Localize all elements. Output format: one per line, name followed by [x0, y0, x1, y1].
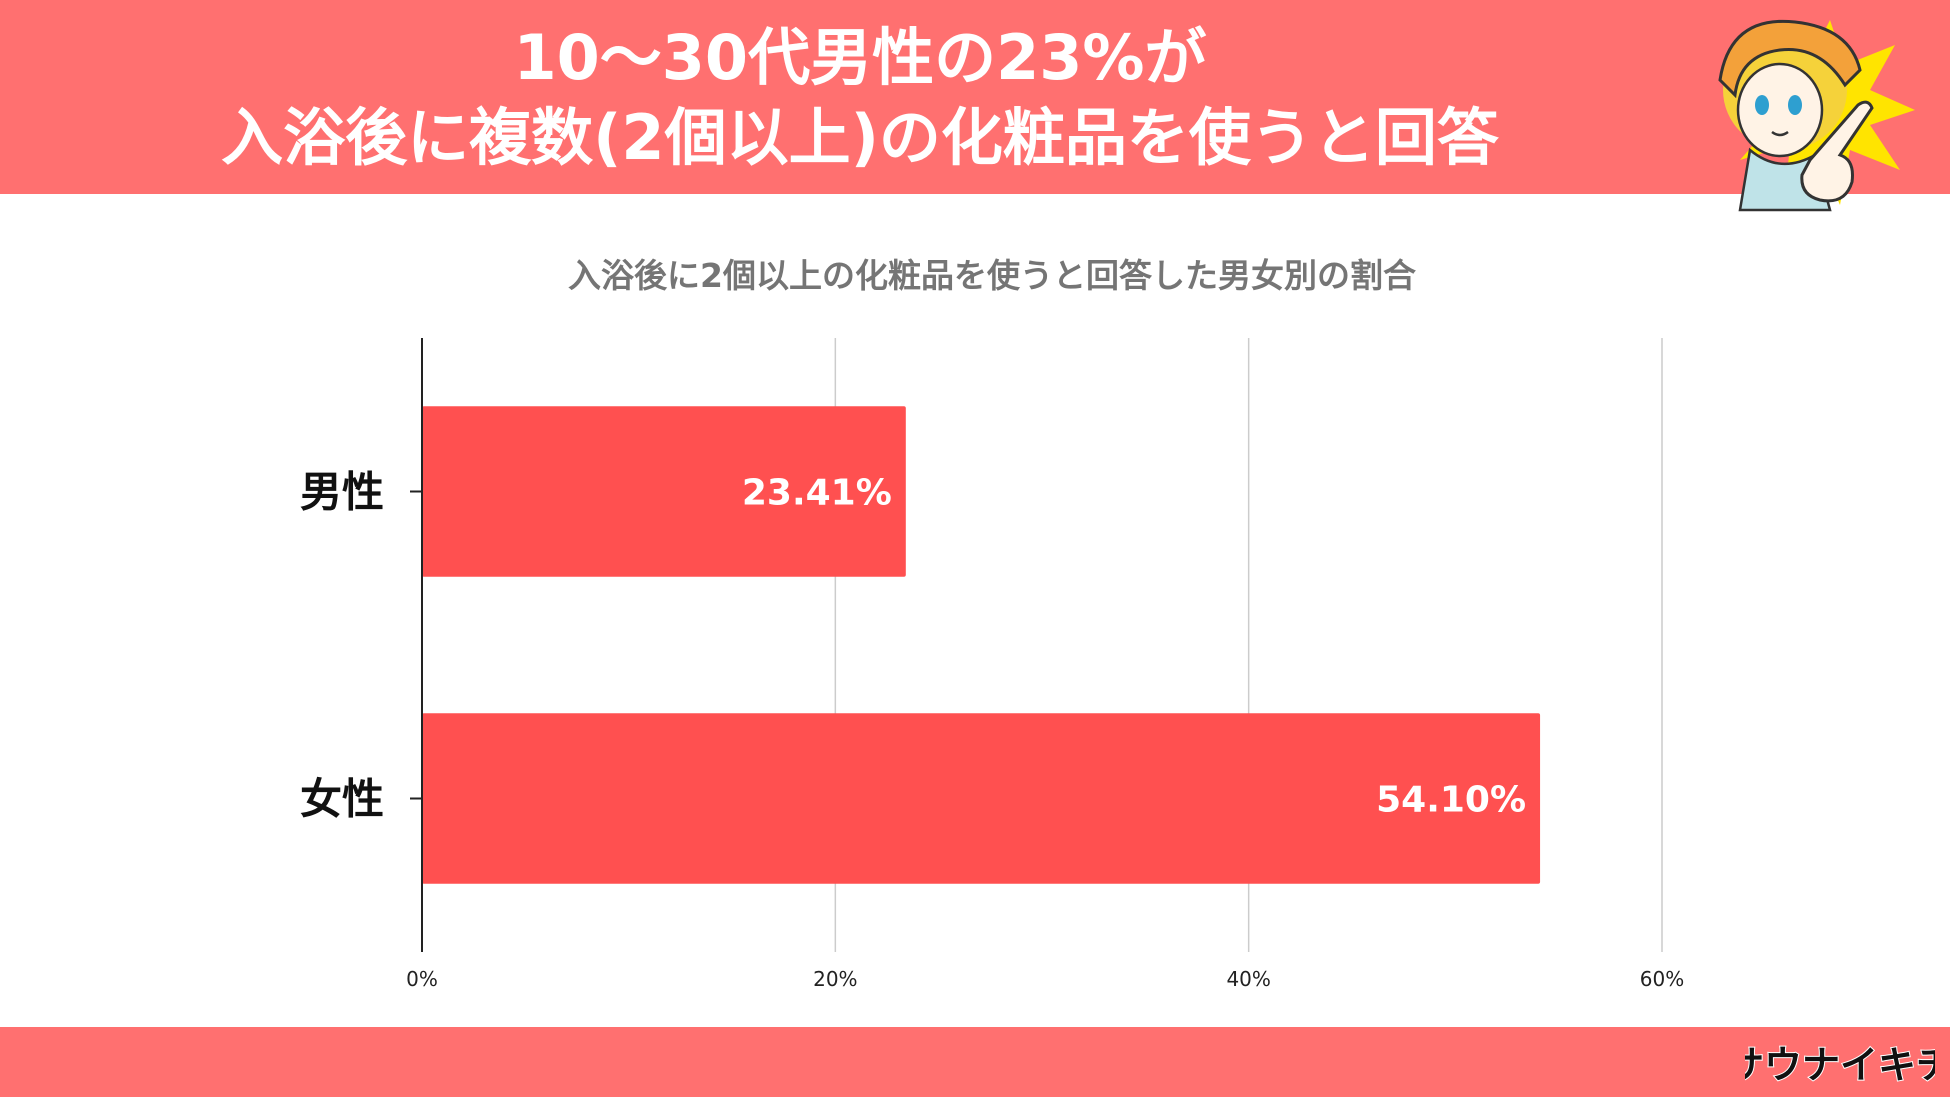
bar [422, 713, 1541, 884]
bar-chart: 入浴後に2個以上の化粧品を使うと回答した男女別の割合 23.41%54.10% … [300, 256, 1684, 991]
eye-left [1755, 95, 1769, 115]
category-label: 男性 [300, 468, 384, 517]
headline: 10～30代男性の23%が 入浴後に複数(2個以上)の化粧品を使うと回答 [200, 18, 1520, 178]
x-axis-ticks: 0% 20% 40% 60% [406, 967, 1684, 991]
hand-shape [1800, 100, 1874, 203]
brand-logo: サウナイキチ [1745, 1042, 1935, 1088]
x-tick-label: 60% [1640, 967, 1684, 991]
bar-value-labels: 23.41% 54.10% [742, 473, 1526, 821]
x-tick-label: 40% [1226, 967, 1270, 991]
x-tick-label: 20% [813, 967, 857, 991]
x-tick-label: 0% [406, 967, 438, 991]
mascot-illustration [1718, 19, 1915, 212]
bar-value-label: 23.41% [742, 473, 892, 514]
hood-shape [1718, 19, 1862, 99]
footer-banner [0, 1027, 1950, 1097]
category-label: 女性 [300, 775, 384, 824]
bar-value-label: 54.10% [1376, 780, 1526, 821]
mouth [1771, 130, 1789, 137]
eye-right [1788, 95, 1802, 115]
headline-line-1: 10～30代男性の23%が [513, 21, 1207, 94]
headline-line-2: 入浴後に複数(2個以上)の化粧品を使うと回答 [221, 101, 1499, 174]
bars [422, 406, 1541, 884]
header-banner: 10～30代男性の23%が 入浴後に複数(2個以上)の化粧品を使うと回答 [0, 0, 1950, 194]
bar [422, 406, 906, 577]
face-shape [1736, 62, 1824, 158]
brand-logo-text: サウナイキチ [1745, 1043, 1935, 1087]
chart-title: 入浴後に2個以上の化粧品を使うと回答した男女別の割合 [568, 256, 1416, 295]
